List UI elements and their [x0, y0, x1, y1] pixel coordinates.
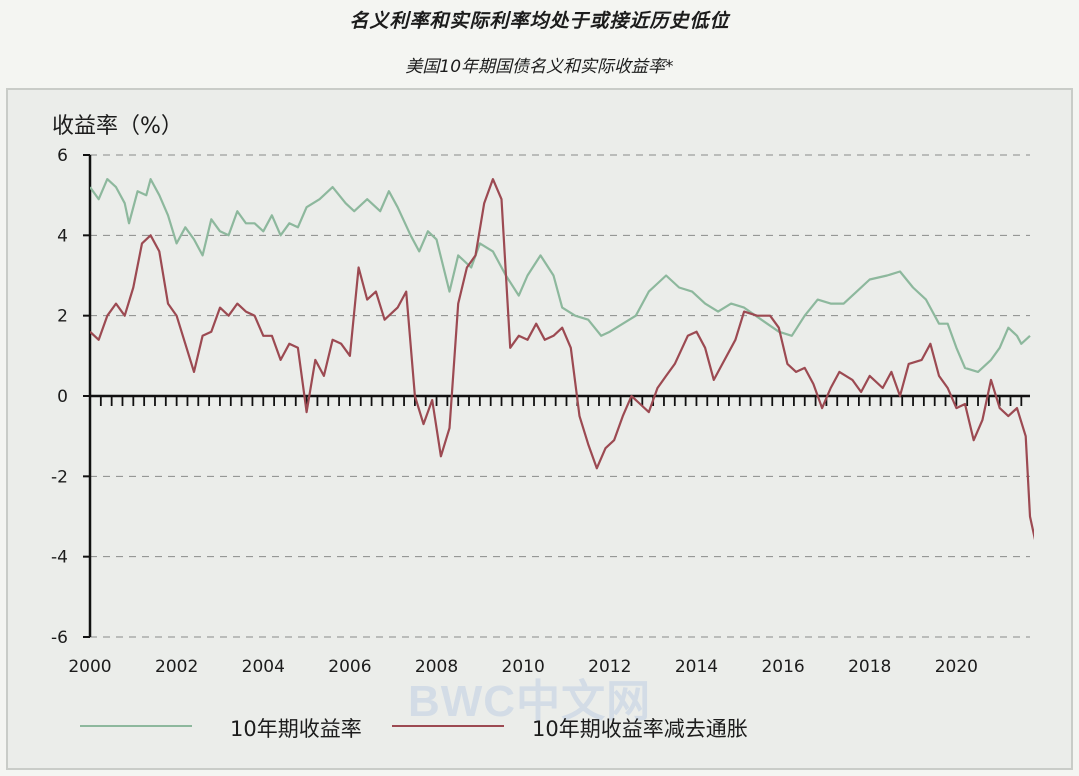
legend-swatch-real: [392, 725, 504, 727]
x-tick-label: 2008: [415, 657, 458, 677]
y-tick-label: -6: [51, 628, 68, 648]
chart-subtitle: 美国10年期国债名义和实际收益率*: [405, 57, 674, 77]
x-tick-label: 2000: [68, 657, 111, 677]
grid-lines: [90, 154, 1030, 638]
axes: [83, 154, 1030, 638]
y-tick-label: 0: [57, 387, 68, 407]
legend-label-nominal: 10年期收益率: [230, 717, 362, 741]
x-tick-label: 2006: [328, 657, 371, 677]
x-tick-label: 2020: [935, 657, 978, 677]
legend-label-real: 10年期收益率减去通胀: [532, 717, 748, 741]
chart-panel: [6, 88, 1073, 770]
y-tick-label: -4: [51, 548, 68, 568]
y-tick-label: 6: [57, 146, 68, 166]
chart-title: 名义利率和实际利率均处于或接近历史低位: [349, 10, 730, 32]
series-line-real: [90, 178, 1034, 541]
series-lines: [90, 178, 1034, 541]
y-axis-label: 收益率（%）: [52, 114, 183, 139]
legend-swatch-nominal: [80, 725, 192, 727]
x-tick-label: 2014: [675, 657, 718, 677]
legend-item-real: 10年期收益率减去通胀: [392, 713, 812, 741]
x-tick-label: 2012: [588, 657, 631, 677]
series-line-nominal: [90, 178, 1031, 373]
x-tick-label: 2016: [761, 657, 804, 677]
watermark: BWC中文网: [408, 677, 652, 726]
y-tick-label: 2: [57, 307, 68, 327]
y-tick-label: 4: [57, 226, 68, 246]
x-tick-label: 2018: [848, 657, 891, 677]
x-tick-label: 2010: [502, 657, 545, 677]
y-tick-label: -2: [51, 467, 68, 487]
legend-item-nominal: 10年期收益率: [80, 713, 362, 741]
x-tick-label: 2004: [242, 657, 285, 677]
x-tick-label: 2002: [155, 657, 198, 677]
